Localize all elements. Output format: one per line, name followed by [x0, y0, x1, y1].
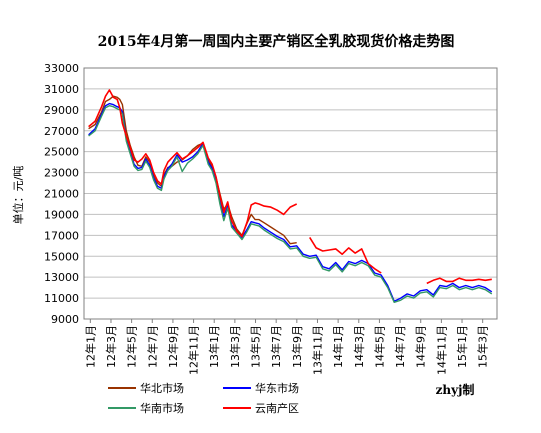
x-tick-label: 15年3月 — [476, 325, 490, 368]
x-tick-label: 12年5月 — [125, 325, 139, 368]
x-tick-label: 13年11月 — [310, 325, 324, 375]
legend-label: 华南市场 — [140, 401, 184, 415]
x-tick-label: 14年5月 — [372, 325, 386, 368]
y-axis-label: 单位：元/吨 — [11, 166, 25, 225]
y-tick-label: 11000 — [44, 292, 79, 305]
y-tick-label: 23000 — [44, 167, 79, 180]
x-tick-label: 14年9月 — [414, 325, 428, 368]
y-tick-labels: 33000 31000 29000 27000 25000 23000 21000 19000… — [44, 62, 79, 326]
y-tick-label: 25000 — [44, 146, 79, 159]
x-tick-label: 12年7月 — [145, 325, 159, 368]
x-tick-label: 13年5月 — [249, 325, 263, 368]
chart-title: 2015年4月第一周国内主要产销区全乳胶现货价格走势图 — [98, 33, 455, 50]
x-tick-label: 13年3月 — [228, 325, 242, 368]
x-tick-label: 13年9月 — [290, 325, 304, 368]
y-tick-label: 17000 — [44, 229, 79, 242]
plot-frame — [83, 67, 498, 320]
x-tick-label: 12年11月 — [187, 325, 201, 375]
y-tick-label: 29000 — [44, 104, 79, 117]
series-lines — [88, 89, 493, 303]
y-tick-label: 9000 — [51, 313, 79, 326]
series-line-1 — [88, 95, 297, 245]
series-line-2 — [88, 102, 493, 302]
x-tick-labels: 12年1月 12年3月 12年5月 12年7月 12年9月 12年11月 13年1月 13年3… — [83, 319, 490, 375]
legend-label: 华东市场 — [255, 381, 299, 395]
x-tick-label: 13年1月 — [207, 325, 221, 368]
legend-label: 云南产区 — [255, 401, 299, 415]
y-tick-label: 33000 — [44, 62, 79, 75]
grid-lines — [84, 67, 497, 320]
x-tick-label: 14年11月 — [434, 325, 448, 375]
x-tick-label: 12年3月 — [104, 325, 118, 368]
x-tick-label: 12年9月 — [166, 325, 180, 368]
legend-label: 华北市场 — [140, 381, 184, 395]
series-line-4 — [88, 89, 492, 285]
y-tick-label: 13000 — [44, 271, 79, 284]
x-tick-label: 12年1月 — [83, 325, 97, 368]
x-tick-label: 14年1月 — [331, 325, 345, 368]
y-tick-label: 19000 — [44, 208, 79, 221]
y-tick-label: 31000 — [44, 83, 79, 96]
x-tick-label: 15年1月 — [455, 325, 469, 368]
x-tick-label: 14年3月 — [352, 325, 366, 368]
series-line-3 — [88, 105, 493, 303]
y-tick-label: 21000 — [44, 188, 79, 201]
x-tick-label: 13年7月 — [269, 325, 283, 368]
chart-credit: zhyj制 — [436, 382, 475, 397]
y-tick-label: 15000 — [44, 250, 79, 263]
x-tick-label: 14年7月 — [393, 325, 407, 368]
y-tick-label: 27000 — [44, 125, 79, 138]
